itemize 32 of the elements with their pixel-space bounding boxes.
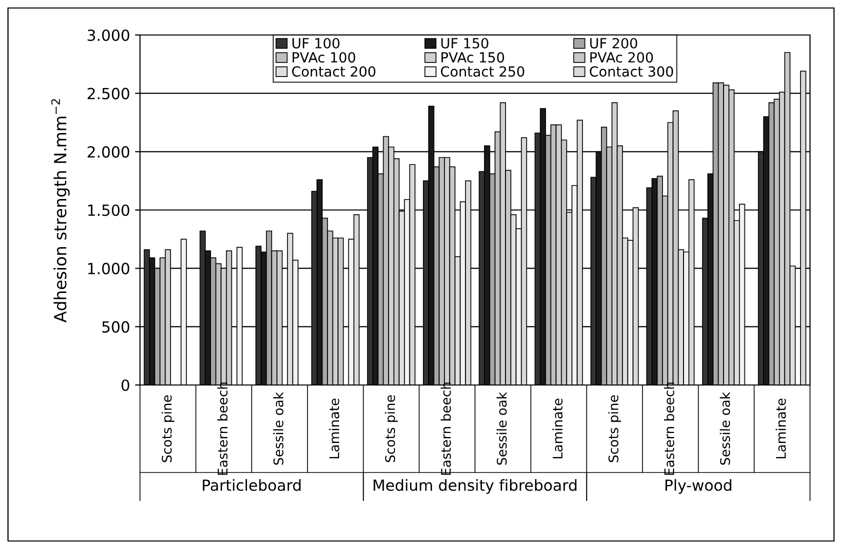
text: Ply-wood (666, 479, 732, 494)
y-tick-label: 2.000 (88, 146, 130, 158)
x-tick-label: Eastern beech (440, 382, 451, 475)
x-tick-label: Sessile oak (273, 392, 284, 465)
x-tick-label: Laminate (776, 398, 786, 458)
legend-label: PVAc 150 (442, 52, 504, 63)
y-tick-label: 3.000 (88, 29, 130, 42)
legend-label: UF 200 (590, 38, 638, 48)
y-tick-label: 500 (102, 321, 130, 333)
y-tick-label: 0 (122, 379, 130, 392)
y-axis-title: Adhesion strength N.mm$^{−2}$ (51, 99, 70, 322)
legend-label: UF 150 (441, 38, 488, 48)
legend-label: PVAc 100 (292, 52, 356, 63)
y-tick-label: 2.500 (88, 88, 130, 100)
legend-label: UF 100 (292, 38, 340, 48)
y-tick-label: 1.000 (88, 262, 130, 274)
x-tick-label: Laminate (329, 398, 340, 458)
legend-label: Contact 250 (440, 66, 524, 77)
x-tick-label: Eastern beech (217, 382, 228, 475)
legend-label: Contact 200 (292, 66, 376, 77)
x-tick-label: Scots pine (162, 395, 174, 462)
x-tick-label: Eastern beech (664, 382, 674, 475)
x-tick-label: Scots pine (384, 395, 398, 462)
legend-label: PVAc 200 (590, 52, 653, 63)
y-tick-label: 1.500 (88, 204, 130, 216)
x-tick-label: Scots pine (608, 395, 621, 462)
text: Particleboard (202, 479, 301, 491)
text: Medium density fibreboard (374, 479, 576, 494)
legend-label: Contact 300 (590, 66, 674, 77)
x-tick-label: Sessile oak (496, 392, 507, 465)
x-tick-label: Sessile oak (720, 392, 730, 465)
x-tick-label: Laminate (552, 398, 563, 458)
